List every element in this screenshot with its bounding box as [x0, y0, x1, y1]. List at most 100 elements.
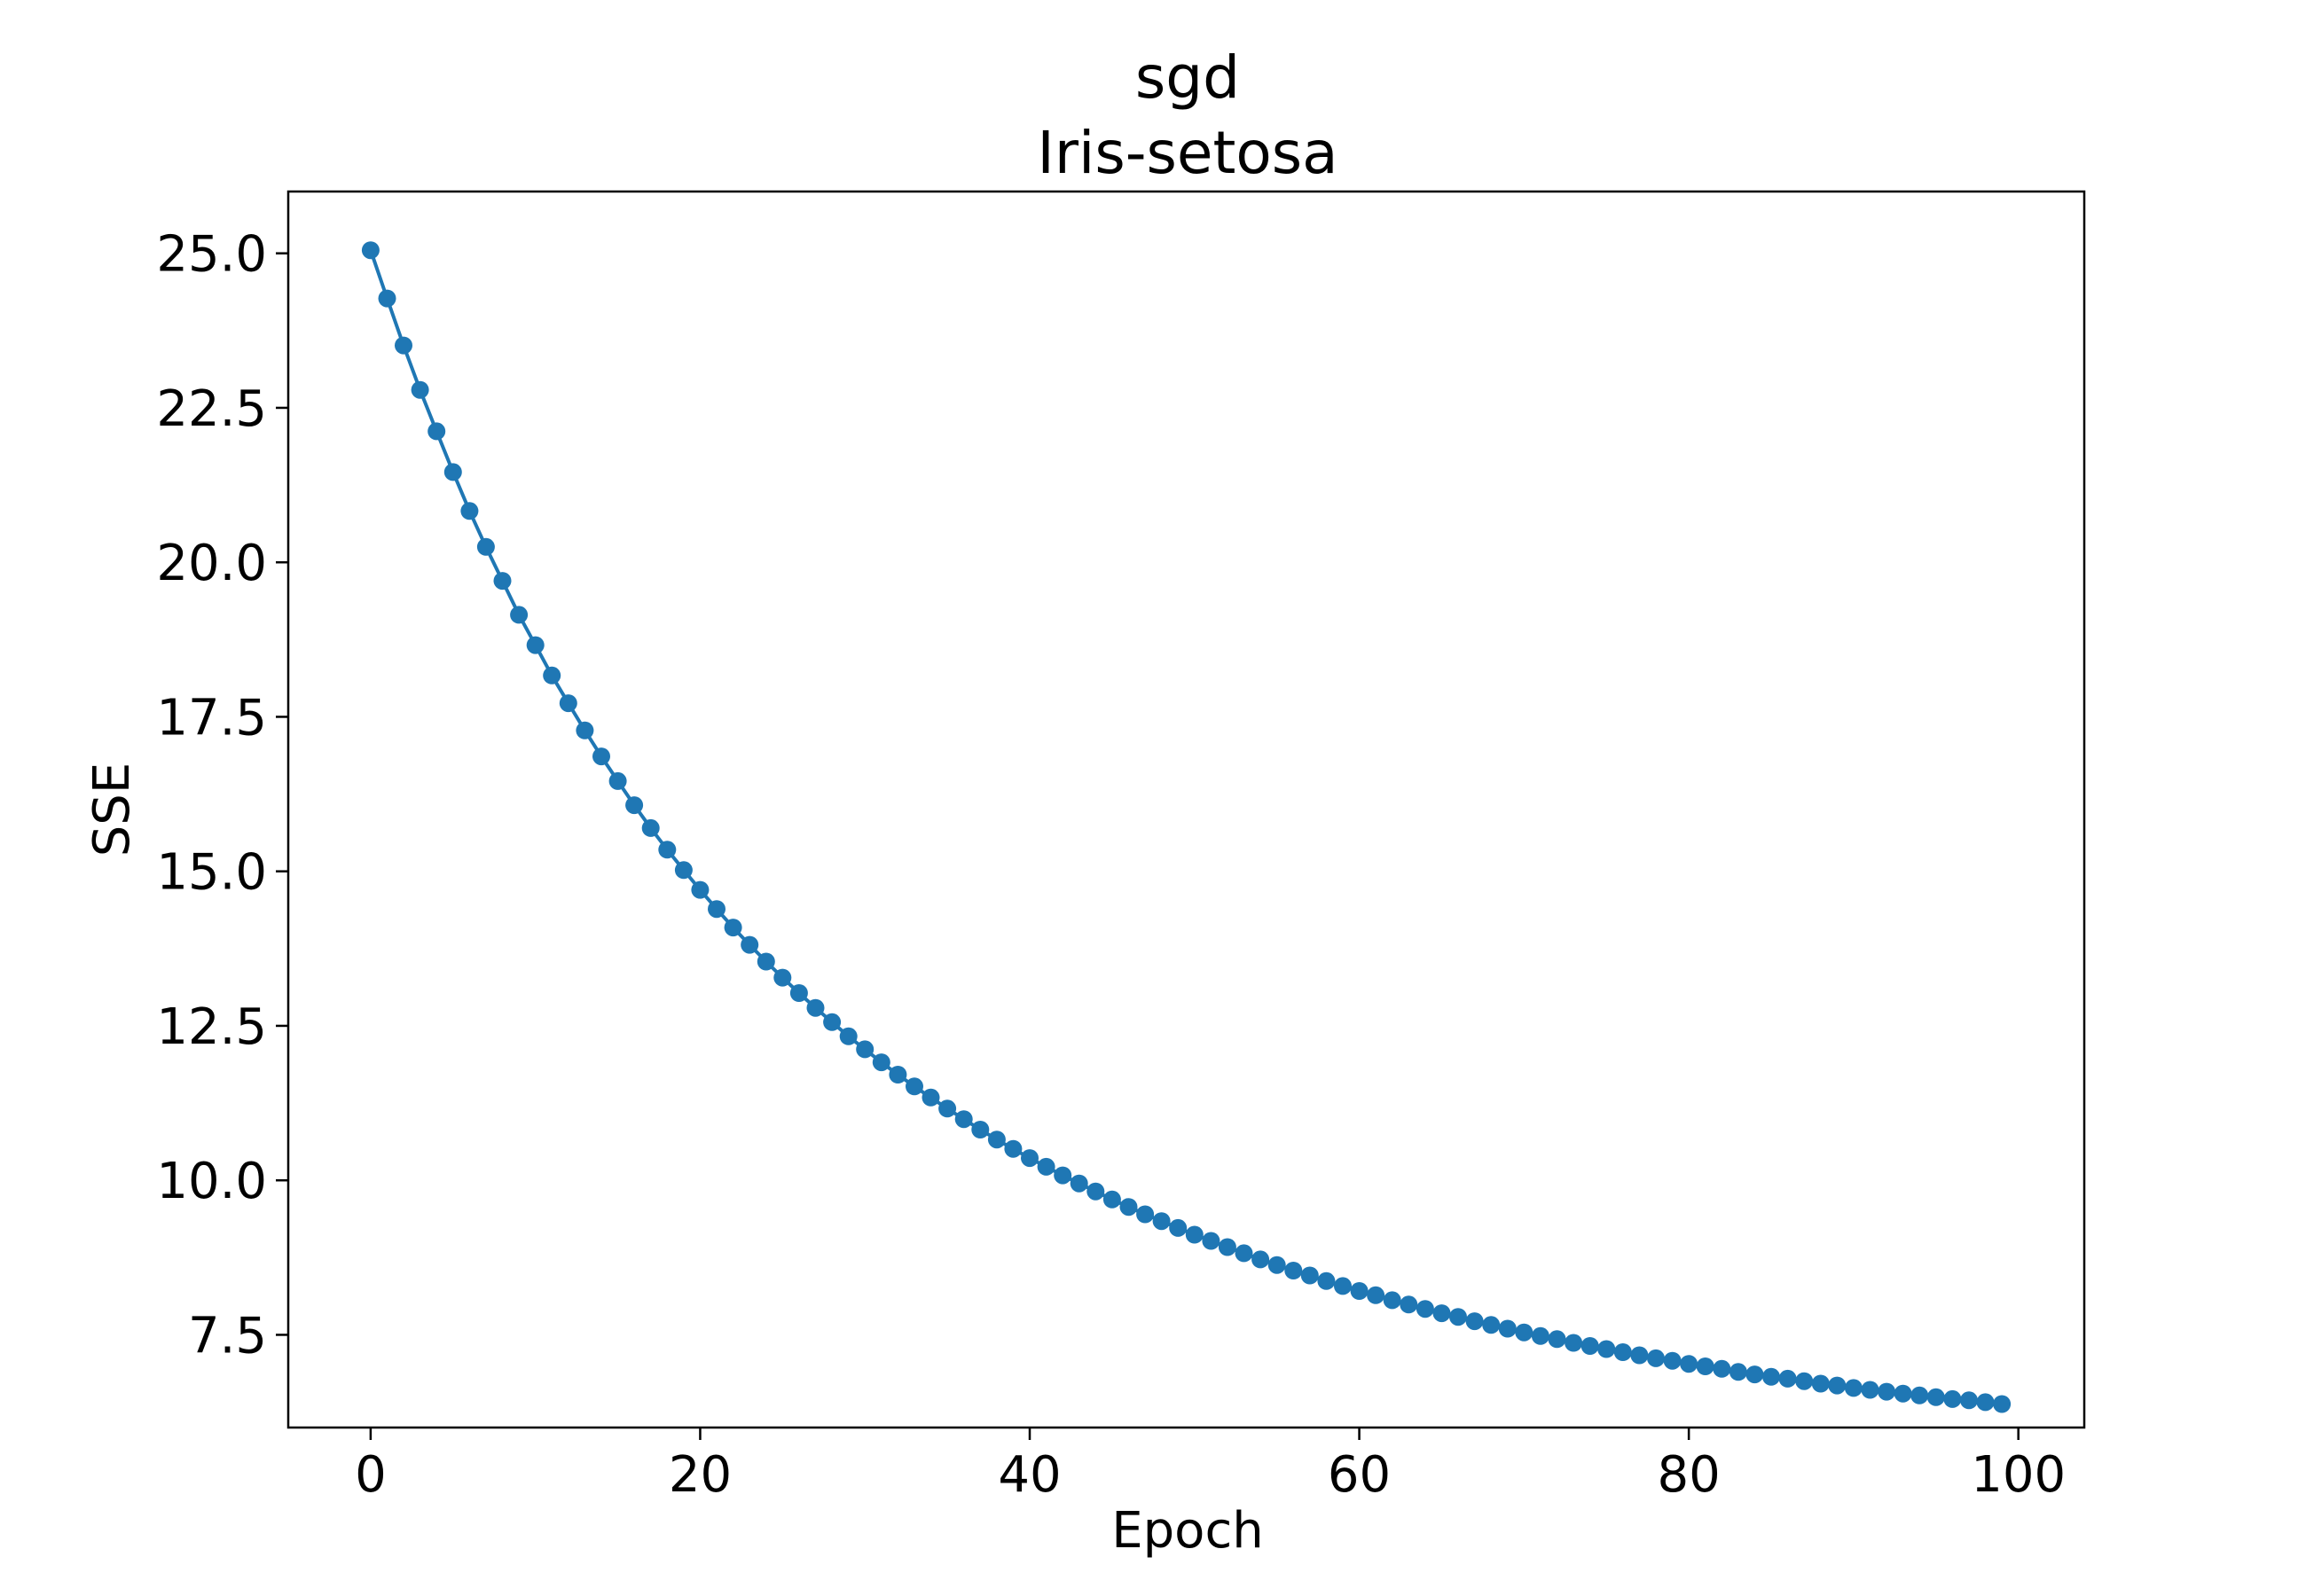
data-point [1861, 1381, 1879, 1399]
data-point [1828, 1376, 1847, 1395]
data-point [460, 502, 479, 520]
data-point [1004, 1139, 1023, 1158]
data-point [395, 336, 412, 355]
data-point [987, 1130, 1006, 1149]
data-point [1235, 1244, 1253, 1263]
data-point [1580, 1337, 1599, 1355]
data-point [443, 463, 462, 481]
data-point [526, 636, 545, 654]
data-point [1070, 1174, 1088, 1193]
y-tick-label: 20.0 [156, 535, 267, 592]
data-point [1943, 1389, 1962, 1408]
data-point [1548, 1330, 1566, 1349]
x-tick-label: 20 [669, 1446, 732, 1504]
plot-area [361, 241, 2012, 1413]
data-point [1251, 1250, 1270, 1269]
data-point [625, 796, 644, 815]
data-point [1383, 1291, 1401, 1310]
y-tick-label: 10.0 [156, 1153, 267, 1210]
y-tick-label: 12.5 [156, 998, 267, 1056]
data-point [971, 1121, 990, 1138]
data-point [1894, 1384, 1912, 1403]
data-point [1267, 1256, 1286, 1274]
data-point [1185, 1225, 1204, 1244]
data-point [1152, 1212, 1171, 1231]
data-point [839, 1027, 858, 1045]
data-point [938, 1099, 957, 1118]
data-point [906, 1077, 923, 1096]
data-point [691, 880, 710, 899]
data-point [1334, 1277, 1352, 1295]
data-point [1647, 1349, 1665, 1367]
data-point [641, 818, 660, 837]
data-point [724, 919, 742, 937]
data-point [741, 935, 759, 954]
data-point [1021, 1149, 1039, 1168]
x-tick-label: 40 [998, 1446, 1061, 1504]
data-point [1960, 1391, 1978, 1410]
data-point [806, 998, 825, 1017]
y-axis-ticks: 7.5 10.0 12.5 15.0 17.5 20.0 22.5 25.0 [156, 226, 288, 1365]
data-point [789, 984, 808, 1002]
data-point [1762, 1367, 1780, 1386]
y-tick-label: 25.0 [156, 226, 267, 284]
data-point [1037, 1157, 1055, 1176]
data-point [1317, 1271, 1336, 1290]
axes-frame [286, 190, 2086, 1429]
data-point [1300, 1266, 1319, 1285]
data-point [856, 1040, 875, 1059]
data-point [757, 952, 775, 971]
data-point [889, 1066, 907, 1084]
x-tick-label: 80 [1657, 1446, 1720, 1504]
data-point [1795, 1372, 1814, 1390]
y-tick-label: 17.5 [156, 689, 267, 747]
data-point [773, 968, 792, 987]
data-point [1202, 1232, 1220, 1250]
data-point [1465, 1312, 1484, 1331]
data-point [543, 666, 561, 685]
data-point [1102, 1190, 1121, 1209]
data-point [427, 422, 446, 441]
data-point [1482, 1316, 1501, 1334]
data-point [1613, 1343, 1632, 1361]
data-point [658, 841, 677, 859]
data-point [1926, 1388, 1945, 1406]
data-point [1086, 1182, 1105, 1201]
data-point [1630, 1346, 1649, 1365]
x-tick-label: 100 [1971, 1446, 2066, 1504]
data-point [1515, 1323, 1533, 1342]
data-point [1713, 1359, 1731, 1378]
data-point [954, 1110, 973, 1129]
y-axis-label: SSE [83, 763, 141, 857]
data-point [1136, 1205, 1155, 1224]
data-point [510, 606, 529, 624]
data-point [411, 380, 429, 399]
data-point [1054, 1166, 1072, 1185]
data-point [823, 1013, 842, 1031]
data-point [378, 289, 396, 308]
data-point [1696, 1357, 1714, 1375]
data-point [493, 572, 512, 591]
data-point [576, 721, 594, 739]
data-point [1449, 1308, 1467, 1326]
data-point [1976, 1393, 1995, 1412]
data-point [1811, 1374, 1830, 1393]
data-point [1350, 1282, 1369, 1300]
data-point [476, 537, 495, 556]
data-point [1367, 1286, 1385, 1304]
data-point [1663, 1351, 1682, 1370]
x-axis-ticks: 0 20 40 60 80 100 [355, 1428, 2066, 1504]
y-tick-label: 22.5 [156, 380, 267, 438]
data-point [1597, 1340, 1616, 1358]
data-point [708, 900, 726, 919]
data-point [361, 241, 380, 260]
data-point [592, 747, 610, 766]
data-point [608, 771, 627, 790]
data-point [559, 694, 577, 713]
data-point [922, 1088, 940, 1107]
data-point [1729, 1363, 1747, 1381]
chart-title: sgd [1135, 43, 1240, 112]
data-point [1844, 1379, 1863, 1397]
